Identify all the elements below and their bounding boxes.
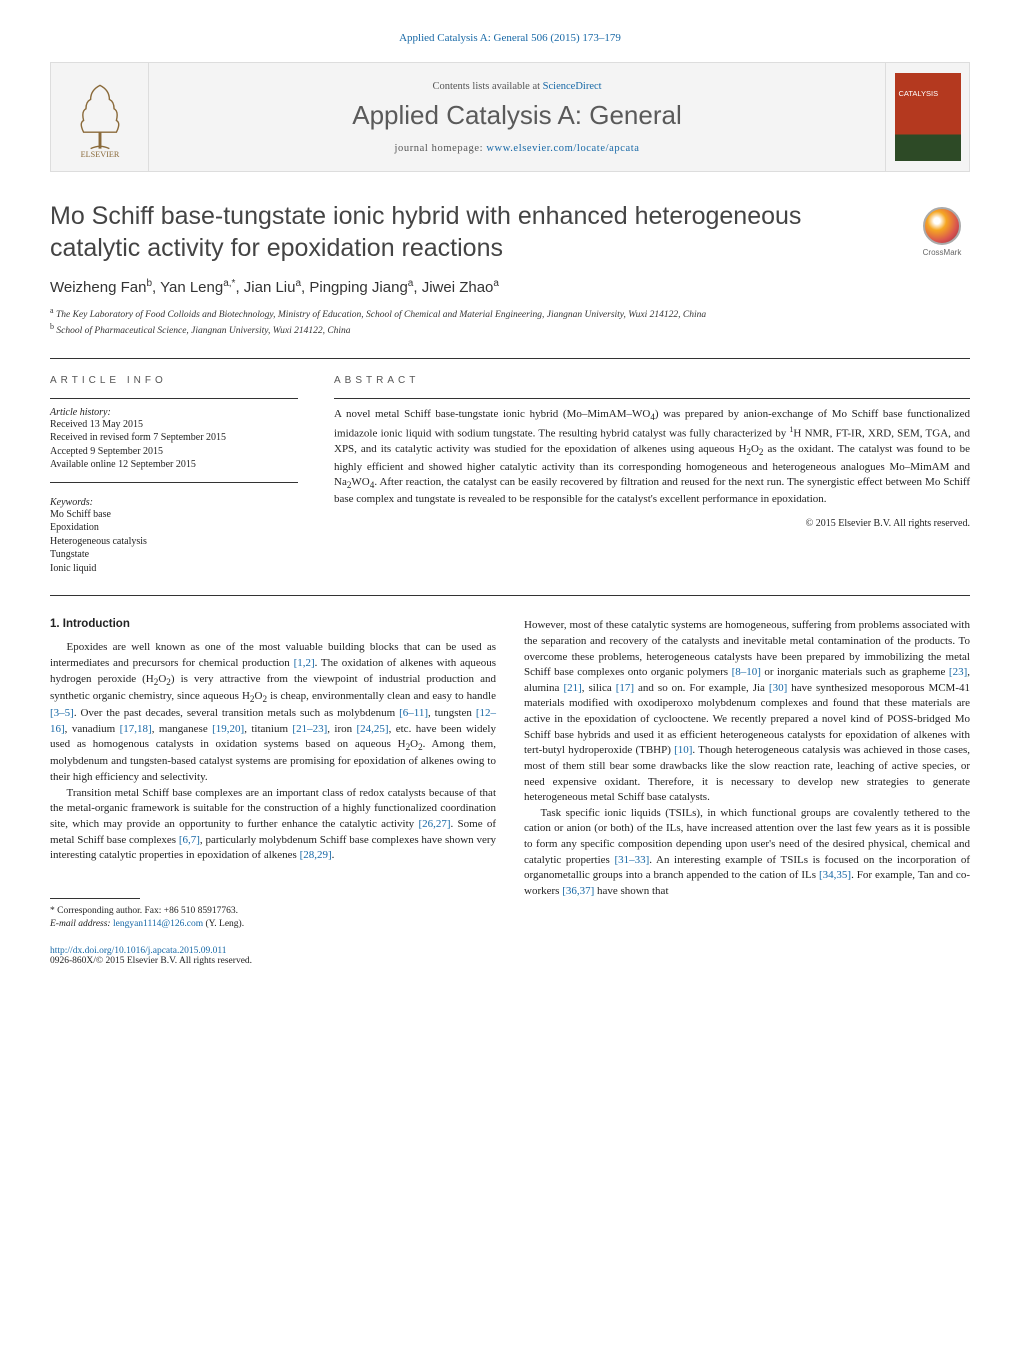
intro-para-1: Epoxides are well known as one of the mo… — [50, 640, 496, 785]
top-journal-ref: Applied Catalysis A: General 506 (2015) … — [50, 32, 970, 44]
abstract-text: A novel metal Schiff base-tungstate ioni… — [334, 407, 970, 508]
abstract-column: ABSTRACT A novel metal Schiff base-tungs… — [334, 375, 970, 576]
homepage-url[interactable]: www.elsevier.com/locate/apcata — [486, 143, 639, 154]
article-info-column: ARTICLE INFO Article history: Received 1… — [50, 375, 298, 576]
issn-line: 0926-860X/© 2015 Elsevier B.V. All right… — [50, 956, 970, 966]
article-info-head: ARTICLE INFO — [50, 375, 298, 386]
journal-cover-thumb[interactable] — [885, 63, 969, 171]
homepage-prefix: journal homepage: — [394, 143, 486, 154]
svg-text:ELSEVIER: ELSEVIER — [80, 150, 119, 158]
intro-para-3: However, most of these catalytic systems… — [524, 618, 970, 805]
email-address[interactable]: lengyan1114@126.com — [113, 919, 203, 929]
keyword-2: Heterogeneous catalysis — [50, 535, 298, 549]
history-received: Received 13 May 2015 — [50, 418, 298, 432]
articleinfo-rule — [50, 398, 298, 399]
info-abstract-row: ARTICLE INFO Article history: Received 1… — [50, 359, 970, 596]
abstract-head: ABSTRACT — [334, 375, 970, 386]
keyword-4: Ionic liquid — [50, 562, 298, 576]
journal-ref-text[interactable]: Applied Catalysis A: General 506 (2015) … — [399, 32, 621, 44]
crossmark-icon — [923, 207, 961, 245]
left-column: 1. Introduction Epoxides are well known … — [50, 618, 496, 930]
divider-bottom-abs — [50, 595, 970, 596]
journal-name: Applied Catalysis A: General — [161, 100, 873, 131]
paper-title: Mo Schiff base-tungstate ionic hybrid wi… — [50, 200, 896, 264]
affiliation-b: b School of Pharmaceutical Science, Jian… — [50, 322, 970, 338]
keywords-list: Mo Schiff base Epoxidation Heterogeneous… — [50, 508, 298, 576]
right-column: However, most of these catalytic systems… — [524, 618, 970, 930]
body-columns: 1. Introduction Epoxides are well known … — [50, 618, 970, 930]
abstract-copyright: © 2015 Elsevier B.V. All rights reserved… — [334, 518, 970, 529]
history-revised: Received in revised form 7 September 201… — [50, 431, 298, 445]
sciencedirect-link[interactable]: ScienceDirect — [543, 81, 602, 92]
contents-prefix: Contents lists available at — [432, 81, 542, 92]
elsevier-logo[interactable]: ELSEVIER — [51, 63, 149, 171]
keyword-1: Epoxidation — [50, 521, 298, 535]
bottom-block: http://dx.doi.org/10.1016/j.apcata.2015.… — [50, 946, 970, 966]
footnote-block: * Corresponding author. Fax: +86 510 859… — [50, 905, 496, 931]
abstract-rule — [334, 398, 970, 399]
title-row: Mo Schiff base-tungstate ionic hybrid wi… — [50, 200, 970, 264]
contents-lists-line: Contents lists available at ScienceDirec… — [161, 81, 873, 92]
history-label: Article history: — [50, 407, 298, 418]
footnote-rule — [50, 898, 140, 899]
doi-link[interactable]: http://dx.doi.org/10.1016/j.apcata.2015.… — [50, 946, 970, 956]
page-root: Applied Catalysis A: General 506 (2015) … — [0, 0, 1020, 1006]
keywords-rule — [50, 482, 298, 483]
email-suffix: (Y. Leng). — [203, 919, 244, 929]
email-label: E-mail address: — [50, 919, 113, 929]
cover-image — [895, 73, 961, 161]
keyword-3: Tungstate — [50, 548, 298, 562]
email-line: E-mail address: lengyan1114@126.com (Y. … — [50, 918, 496, 931]
keywords-label: Keywords: — [50, 497, 298, 508]
journal-banner: ELSEVIER Contents lists available at Sci… — [50, 62, 970, 172]
history-accepted: Accepted 9 September 2015 — [50, 445, 298, 459]
banner-center: Contents lists available at ScienceDirec… — [149, 63, 885, 171]
crossmark-badge[interactable]: CrossMark — [914, 204, 970, 260]
intro-para-2: Transition metal Schiff base complexes a… — [50, 786, 496, 864]
history-online: Available online 12 September 2015 — [50, 458, 298, 472]
section-1-heading: 1. Introduction — [50, 618, 496, 630]
authors-line: Weizheng Fanb, Yan Lenga,*, Jian Liua, P… — [50, 278, 970, 296]
corresponding-author: * Corresponding author. Fax: +86 510 859… — [50, 905, 496, 918]
history-list: Received 13 May 2015 Received in revised… — [50, 418, 298, 472]
affiliations: a The Key Laboratory of Food Colloids an… — [50, 306, 970, 338]
intro-para-4: Task specific ionic liquids (TSILs), in … — [524, 806, 970, 900]
keyword-0: Mo Schiff base — [50, 508, 298, 522]
elsevier-tree-icon: ELSEVIER — [64, 76, 136, 158]
homepage-line: journal homepage: www.elsevier.com/locat… — [161, 143, 873, 154]
affiliation-a: a The Key Laboratory of Food Colloids an… — [50, 306, 970, 322]
crossmark-label: CrossMark — [923, 248, 962, 257]
